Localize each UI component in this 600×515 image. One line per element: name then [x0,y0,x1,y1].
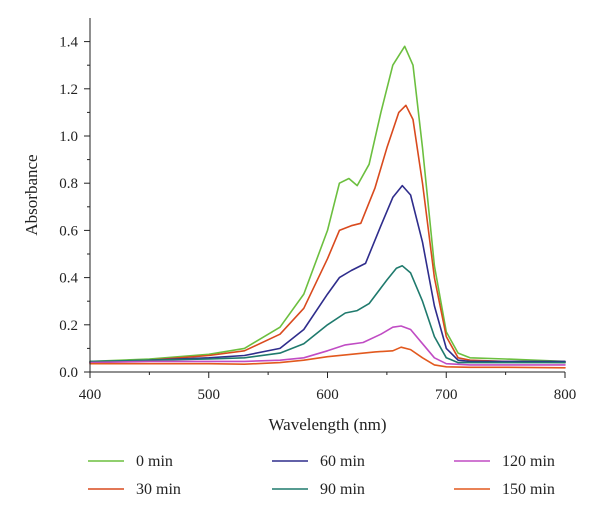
legend-label-3: 90 min [320,481,365,498]
y-tick-label: 1.2 [59,82,78,98]
y-tick-label: 0.6 [59,223,78,239]
y-tick-label: 1.0 [59,129,78,145]
y-tick-label: 0.0 [59,365,78,381]
x-tick-label: 800 [554,387,577,403]
y-tick-label: 0.4 [59,271,78,287]
y-tick-label: 0.8 [59,176,78,192]
series-line-0 [89,45,566,363]
x-axis-title: Wavelength (nm) [268,415,386,434]
x-tick-label: 600 [316,387,339,403]
x-tick-label: 400 [79,387,102,403]
y-axis-title: Absorbance [22,154,41,235]
legend: 0 min 30 min 60 min 90 min 120 min 150 min [88,453,555,498]
series-line-3 [89,265,566,364]
legend-label-4: 120 min [502,453,555,470]
legend-label-1: 30 min [136,481,181,498]
series-line-2 [89,184,566,364]
series-line-4 [89,325,566,366]
x-tick-label: 700 [435,387,458,403]
axes: 400 500 600 700 800 0.0 0.2 0.4 0.6 0.8 1.0 1.2 1.4 [59,18,576,403]
legend-label-5: 150 min [502,481,555,498]
legend-label-2: 60 min [320,453,365,470]
series-line-1 [89,104,566,364]
y-tick-label: 0.2 [59,318,78,334]
series-line-5 [89,346,566,369]
legend-label-0: 0 min [136,453,173,470]
axis-frame [89,18,565,373]
plot-area [89,45,566,369]
y-tick-label: 1.4 [59,35,78,51]
x-tick-label: 500 [198,387,221,403]
